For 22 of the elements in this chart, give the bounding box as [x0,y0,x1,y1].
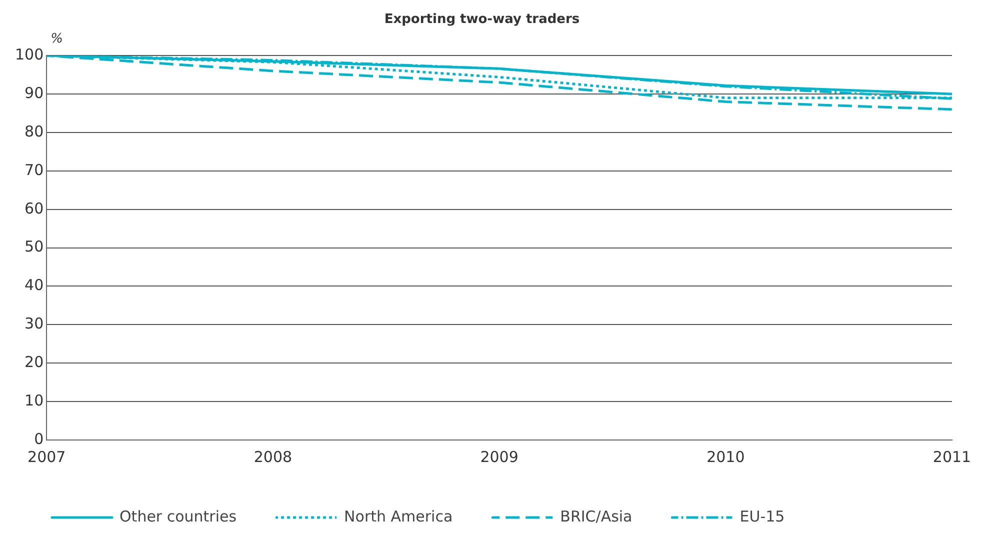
y-axis-title: % [50,31,63,46]
y-tick-label: 90 [24,84,44,102]
y-tick-label: 20 [24,353,44,372]
x-tick-label: 2008 [254,448,292,466]
y-tick-label: 80 [24,122,44,140]
legend-label: EU-15 [740,507,785,526]
y-tick-label: 30 [24,314,44,333]
x-tick-label: 2010 [706,448,745,466]
legend-label: North America [344,507,453,526]
x-tick-label: 2009 [480,448,518,466]
y-tick-label: 100 [14,45,44,64]
x-tick-label: 2011 [932,448,972,466]
y-tick-label: 60 [24,199,44,218]
chart-title: Exporting two-way traders [384,12,580,28]
legend-label: BRIC/Asia [560,507,632,526]
y-tick-label: 40 [24,276,44,294]
y-tick-label: 50 [24,238,44,256]
y-tick-label: 0 [34,430,44,448]
y-tick-label: 10 [24,391,44,410]
legend-label: Other countries [120,507,237,526]
y-tick-label: 70 [24,160,44,179]
x-tick-label: 2007 [28,448,66,466]
